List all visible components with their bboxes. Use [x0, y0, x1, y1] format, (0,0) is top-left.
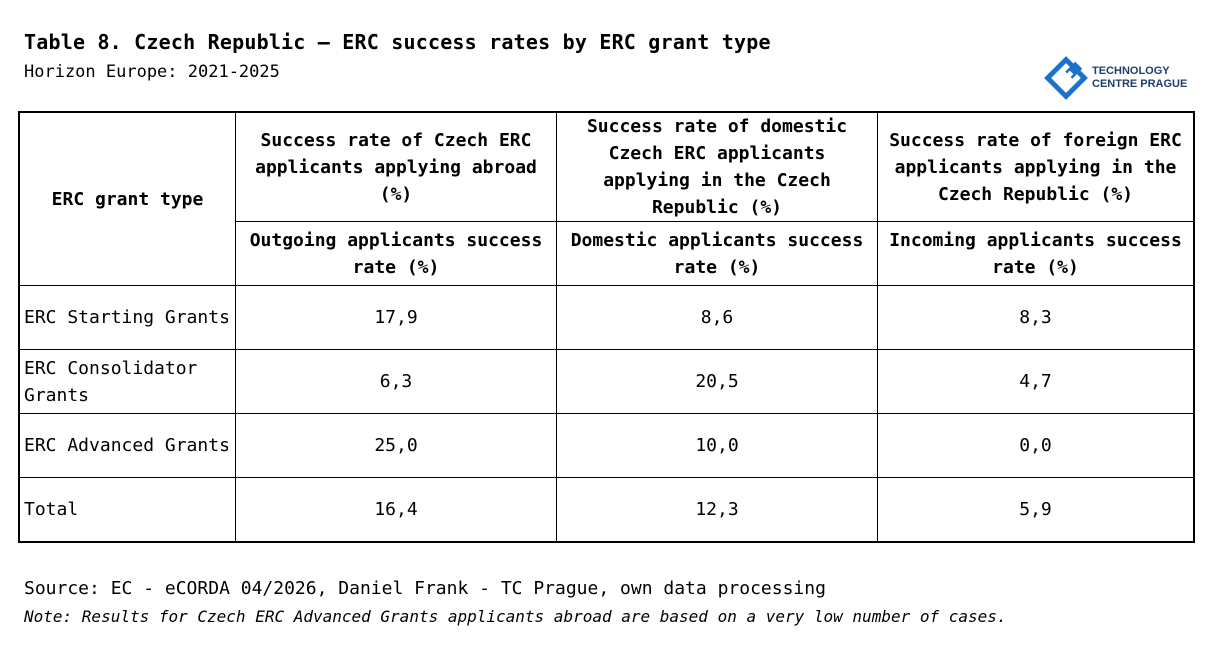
row-label: ERC Consolidator Grants — [18, 349, 236, 414]
total-row: Total 16,4 12,3 5,9 — [18, 477, 1195, 542]
column-header-3: Success rate of foreign ERC applicants a… — [877, 111, 1195, 222]
total-value: 16,4 — [235, 477, 557, 542]
cell-value: 8,3 — [877, 285, 1195, 350]
total-value: 12,3 — [556, 477, 878, 542]
cell-value: 8,6 — [556, 285, 878, 350]
total-value: 5,9 — [877, 477, 1195, 542]
row-label: ERC Starting Grants — [18, 285, 236, 350]
column-subheader-3: Incoming applicants success rate (%) — [877, 221, 1195, 286]
row-header-label: ERC grant type — [18, 111, 236, 286]
cell-value: 20,5 — [556, 349, 878, 414]
note-text: Note: Results for Czech ERC Advanced Gra… — [24, 607, 1007, 626]
cell-value: 4,7 — [877, 349, 1195, 414]
column-header-2: Success rate of domestic Czech ERC appli… — [556, 111, 878, 222]
source-text: Source: EC - eCORDA 04/2026, Daniel Fran… — [24, 578, 826, 599]
table-row: ERC Starting Grants 17,9 8,6 8,3 — [18, 285, 1195, 350]
table-title: Table 8. Czech Republic – ERC success ra… — [24, 30, 771, 54]
total-label: Total — [18, 477, 236, 542]
row-label: ERC Advanced Grants — [18, 413, 236, 478]
tc-prague-logo: TECHNOLOGY CENTRE PRAGUE — [1044, 56, 1187, 100]
subheader-row: Outgoing applicants success rate (%) Dom… — [19, 221, 1195, 286]
cell-value: 10,0 — [556, 413, 878, 478]
success-rate-table: ERC grant type Success rate of Czech ERC… — [18, 111, 1195, 543]
cell-value: 25,0 — [235, 413, 557, 478]
header-row: ERC grant type Success rate of Czech ERC… — [18, 111, 1195, 286]
column-header-1: Success rate of Czech ERC applicants app… — [235, 111, 557, 222]
logo-line2: CENTRE PRAGUE — [1092, 78, 1188, 90]
cell-value: 17,9 — [235, 285, 557, 350]
cell-value: 0,0 — [877, 413, 1195, 478]
table-subtitle: Horizon Europe: 2021-2025 — [24, 62, 280, 82]
column-subheader-1: Outgoing applicants success rate (%) — [235, 221, 557, 286]
table-row: ERC Consolidator Grants 6,3 20,5 4,7 — [18, 349, 1195, 414]
table-row: ERC Advanced Grants 25,0 10,0 0,0 — [18, 413, 1195, 478]
logo-line1: TECHNOLOGY — [1092, 65, 1170, 77]
cell-value: 6,3 — [235, 349, 557, 414]
column-subheader-2: Domestic applicants success rate (%) — [556, 221, 878, 286]
tc-prague-logo-icon — [1044, 56, 1088, 100]
